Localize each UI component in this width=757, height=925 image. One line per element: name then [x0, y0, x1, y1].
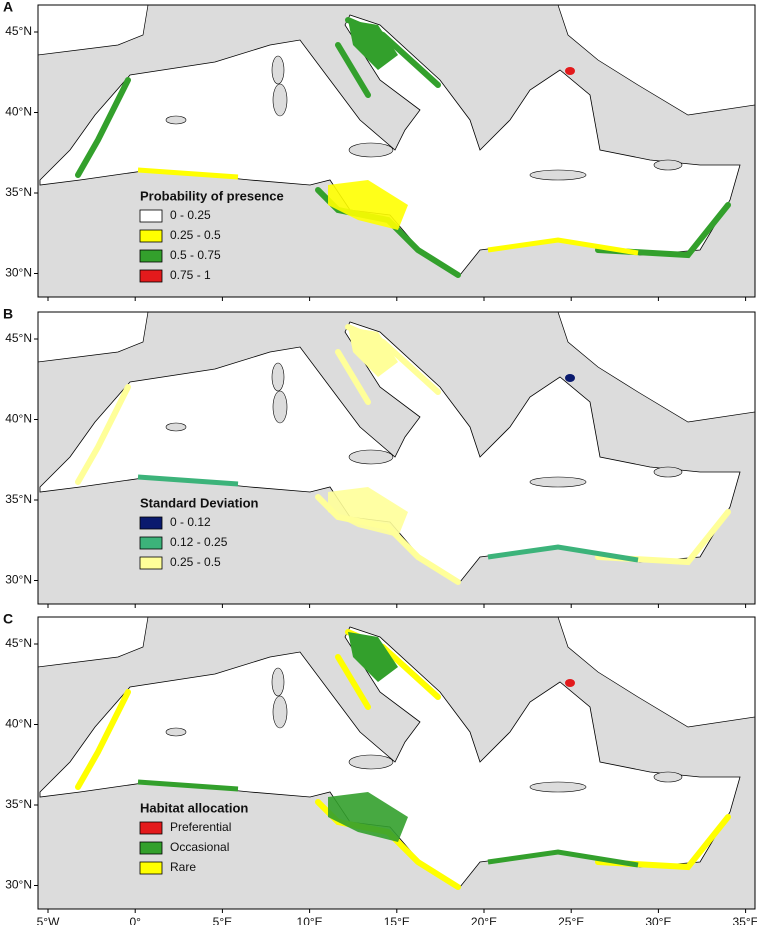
lon-label: 30°E [645, 915, 671, 925]
lon-label: 10°E [297, 915, 323, 925]
panel-letter: C [3, 611, 13, 627]
lat-label: 40°N [5, 105, 32, 119]
lon-label: 5°W [37, 915, 60, 925]
lat-label: 35°N [5, 797, 32, 811]
legend-label: 0.75 - 1 [170, 268, 211, 282]
hotspot [565, 67, 575, 75]
lat-label: 35°N [5, 492, 32, 506]
island [348, 142, 394, 158]
lat-label: 45°N [5, 331, 32, 345]
island [165, 115, 187, 125]
island [348, 754, 394, 770]
coastal-habitat [137, 779, 639, 868]
map-panel: 45°N 40°N 35°N 30°N [5, 311, 756, 608]
lon-label: 35°E [733, 915, 757, 925]
legend-label: Rare [170, 860, 196, 874]
island [272, 695, 288, 729]
legend-swatch [139, 269, 163, 283]
lon-label: 5°E [213, 915, 232, 925]
island [165, 422, 187, 432]
coastal-habitat [137, 474, 639, 563]
legend-swatch [139, 556, 163, 570]
legend-swatch [139, 861, 163, 875]
legend-title: Standard Deviation [140, 495, 259, 510]
lat-label: 30°N [5, 878, 32, 892]
adriatic-habitat [348, 20, 398, 70]
legend-label: 0.25 - 0.5 [170, 228, 221, 242]
legend-label: 0 - 0.12 [170, 515, 211, 529]
lon-label: 20°E [471, 915, 497, 925]
coastal-habitat [137, 167, 639, 256]
lat-label: 45°N [5, 24, 32, 38]
legend-title: Habitat allocation [140, 800, 248, 815]
legend-label: 0.5 - 0.75 [170, 248, 221, 262]
island [272, 390, 288, 424]
legend-swatch [139, 841, 163, 855]
legend-swatch [139, 229, 163, 243]
lon-label: 15°E [384, 915, 410, 925]
lat-label: 35°N [5, 185, 32, 199]
legend-swatch [139, 536, 163, 550]
island [529, 781, 587, 793]
lat-label: 40°N [5, 717, 32, 731]
legend-swatch [139, 209, 163, 223]
island [271, 362, 285, 392]
island [271, 55, 285, 85]
tunisia-shelf [328, 487, 408, 537]
panel-letter: B [3, 306, 13, 322]
lat-label: 45°N [5, 636, 32, 650]
island [529, 169, 587, 181]
tunisia-shelf [328, 180, 408, 230]
adriatic-habitat [348, 327, 398, 377]
island [271, 667, 285, 697]
legend-label: Preferential [170, 820, 231, 834]
lat-label: 30°N [5, 266, 32, 280]
tunisia-shelf [328, 792, 408, 842]
legend-swatch [139, 249, 163, 263]
map-panel: 45°N 40°N 35°N 30°N [5, 4, 756, 301]
legend-label: Occasional [170, 840, 229, 854]
legend-label: 0 - 0.25 [170, 208, 211, 222]
legend-swatch [139, 516, 163, 530]
lat-label: 30°N [5, 573, 32, 587]
map-panel: 45°N 40°N 35°N 30°N [5, 616, 756, 913]
lon-label: 25°E [558, 915, 584, 925]
adriatic-habitat [348, 632, 398, 682]
island [529, 476, 587, 488]
hotspot [565, 679, 575, 687]
legend-title: Probability of presence [140, 188, 284, 203]
legend-swatch [139, 821, 163, 835]
island [653, 771, 683, 783]
hotspot [565, 374, 575, 382]
island [653, 466, 683, 478]
island [653, 159, 683, 171]
island [348, 449, 394, 465]
island [165, 727, 187, 737]
legend-label: 0.25 - 0.5 [170, 555, 221, 569]
lon-label: 0° [129, 915, 141, 925]
island [272, 83, 288, 117]
lat-label: 40°N [5, 412, 32, 426]
panel-letter: A [3, 0, 13, 15]
legend-label: 0.12 - 0.25 [170, 535, 228, 549]
